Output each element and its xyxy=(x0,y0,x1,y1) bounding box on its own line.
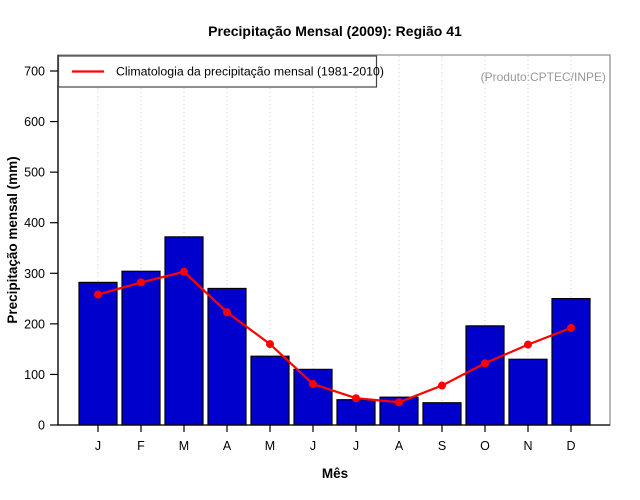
climatology-point-10 xyxy=(524,340,532,349)
x-tick-label-6: J xyxy=(353,439,359,453)
y-tick-label-1: 100 xyxy=(24,368,45,382)
climatology-point-6 xyxy=(352,394,360,403)
bar-month-5 xyxy=(293,368,333,426)
bar-month-0 xyxy=(78,281,118,426)
climatology-point-4 xyxy=(266,340,274,349)
bar-month-9 xyxy=(465,325,505,426)
x-tick-label-0: J xyxy=(95,439,101,453)
x-tick-label-8: S xyxy=(438,439,446,453)
bar-month-1 xyxy=(121,270,161,426)
x-tick-label-3: A xyxy=(223,439,232,453)
x-tick-label-9: O xyxy=(480,439,490,453)
climatology-point-11 xyxy=(567,323,575,332)
product-credit: (Produto:CPTEC/INPE) xyxy=(481,70,606,84)
bar-month-11 xyxy=(551,297,591,426)
climatology-point-9 xyxy=(481,359,489,368)
x-tick-label-2: M xyxy=(179,439,189,453)
bar-month-2 xyxy=(164,236,204,426)
climatology-point-1 xyxy=(137,278,145,287)
y-tick-label-4: 400 xyxy=(24,216,45,230)
chart-title: Precipitação Mensal (2009): Região 41 xyxy=(208,23,462,39)
climatology-line-series xyxy=(94,267,575,407)
climatology-point-0 xyxy=(94,290,102,299)
bar-month-10 xyxy=(508,358,548,426)
bar-month-8 xyxy=(422,402,462,426)
x-tick-label-4: M xyxy=(265,439,275,453)
x-tick-label-7: A xyxy=(395,439,404,453)
climatology-point-5 xyxy=(309,380,317,389)
y-axis-ticks: 0 100 200 300 400 500 600 700 xyxy=(24,65,58,433)
climatology-line xyxy=(97,270,572,404)
y-tick-label-2: 200 xyxy=(24,317,45,331)
climatology-point-7 xyxy=(395,398,403,407)
legend-label: Climatologia da precipitação mensal (198… xyxy=(116,65,384,79)
climatology-point-3 xyxy=(223,308,231,317)
legend: Climatologia da precipitação mensal (198… xyxy=(57,55,384,88)
x-tick-label-10: N xyxy=(523,439,532,453)
y-tick-label-6: 600 xyxy=(24,115,45,129)
bar-month-6 xyxy=(336,399,376,426)
x-axis-label: Mês xyxy=(322,466,348,481)
bar-series xyxy=(78,236,591,426)
legend-box xyxy=(57,55,378,88)
y-tick-label-7: 700 xyxy=(24,65,45,79)
y-tick-label-5: 500 xyxy=(24,166,45,180)
x-tick-label-1: F xyxy=(137,439,145,453)
y-tick-label-3: 300 xyxy=(24,267,45,281)
y-axis-label: Precipitação mensal (mm) xyxy=(5,156,20,323)
x-tick-label-5: J xyxy=(310,439,316,453)
bar-month-4 xyxy=(250,355,290,426)
x-tick-label-11: D xyxy=(566,439,575,453)
climatology-point-2 xyxy=(180,267,188,276)
y-tick-label-0: 0 xyxy=(38,419,45,433)
climatology-point-8 xyxy=(438,381,446,390)
